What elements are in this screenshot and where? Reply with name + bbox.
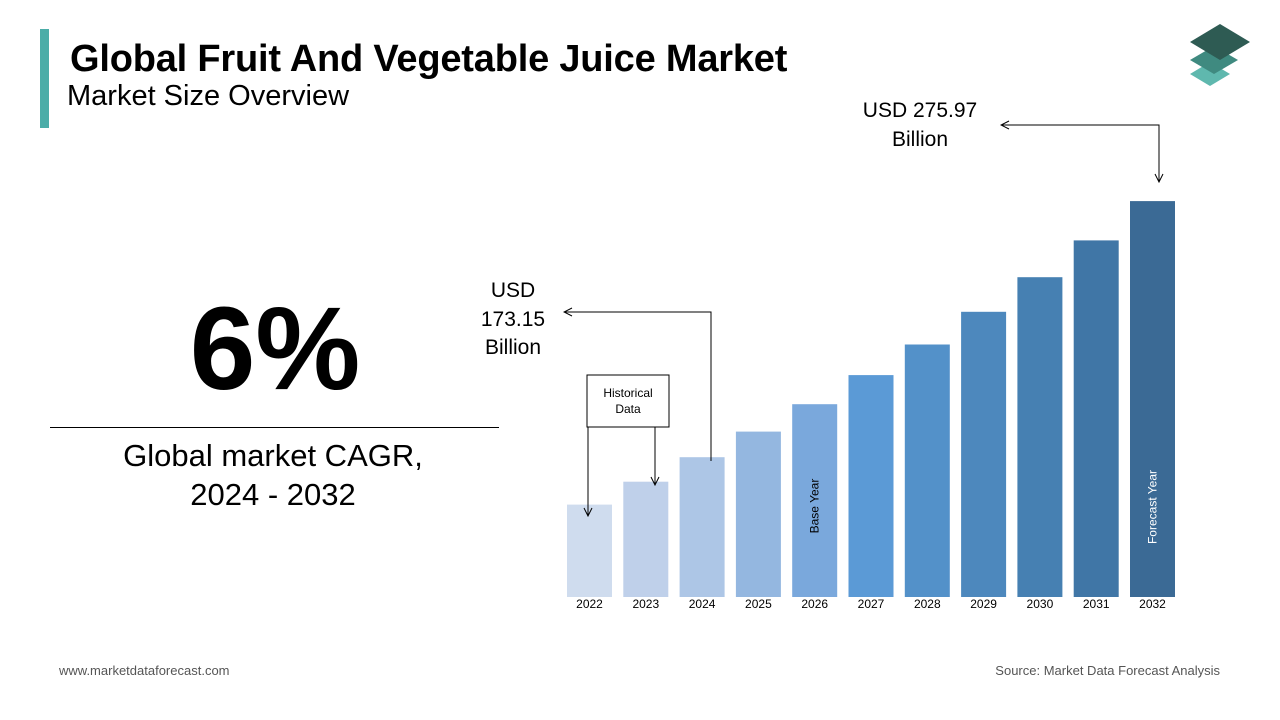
bar-2032 bbox=[1130, 201, 1175, 597]
x-tick-2023: 2023 bbox=[632, 597, 659, 611]
footer-source: Source: Market Data Forecast Analysis bbox=[995, 663, 1220, 678]
x-tick-2024: 2024 bbox=[689, 597, 716, 611]
cagr-value: 6% bbox=[189, 283, 361, 415]
cagr-label: Global market CAGR, 2024 - 2032 bbox=[50, 436, 496, 514]
start-value-arrow bbox=[564, 312, 712, 461]
logo-top-layer bbox=[1190, 24, 1250, 60]
x-tick-2029: 2029 bbox=[970, 597, 997, 611]
x-tick-2025: 2025 bbox=[745, 597, 772, 611]
bar-2031 bbox=[1073, 240, 1119, 597]
x-tick-labels: 2022 2023 2024 2025 2026 2027 2028 2029 2030 2031… bbox=[576, 597, 1166, 611]
forecast-year-label: Forecast Year bbox=[1146, 470, 1160, 544]
x-tick-2031: 2031 bbox=[1083, 597, 1110, 611]
x-tick-2022: 2022 bbox=[576, 597, 603, 611]
start-value-line-3: Billion bbox=[485, 336, 541, 359]
end-value-line-2: Billion bbox=[892, 128, 948, 151]
historical-box-line-1: Historical bbox=[603, 386, 652, 400]
bar-2023 bbox=[623, 481, 669, 597]
x-tick-2028: 2028 bbox=[914, 597, 941, 611]
cagr-divider bbox=[50, 427, 499, 428]
annotations: USD 173.15 Billion USD 275.97 Billion Hi… bbox=[481, 99, 1160, 544]
layers-logo-icon bbox=[1190, 24, 1250, 86]
bar-2029 bbox=[961, 311, 1007, 597]
bar-2024 bbox=[679, 457, 725, 597]
base-year-label: Base Year bbox=[808, 479, 822, 534]
footer-website: www.marketdataforecast.com bbox=[59, 663, 230, 678]
historical-data-box bbox=[586, 374, 670, 428]
end-value-leader bbox=[1001, 125, 1160, 182]
x-tick-2032: 2032 bbox=[1139, 597, 1166, 611]
x-tick-2027: 2027 bbox=[858, 597, 885, 611]
bar-2025 bbox=[735, 431, 781, 597]
bar-2028 bbox=[904, 344, 950, 597]
start-value-line-2: 173.15 bbox=[481, 308, 545, 331]
bar-2026 bbox=[792, 404, 838, 597]
historical-box-line-2: Data bbox=[615, 402, 641, 416]
bar-2027 bbox=[848, 375, 894, 597]
end-value-line-1: USD 275.97 bbox=[863, 99, 977, 122]
x-tick-2030: 2030 bbox=[1027, 597, 1054, 611]
x-tick-2026: 2026 bbox=[801, 597, 828, 611]
cagr-label-line-2: 2024 - 2032 bbox=[190, 477, 356, 512]
bar-2022 bbox=[567, 504, 612, 597]
bars-layer bbox=[567, 201, 1175, 597]
bar-2030 bbox=[1017, 277, 1063, 597]
start-value-line-1: USD bbox=[491, 279, 535, 302]
cagr-label-line-1: Global market CAGR, bbox=[123, 438, 423, 473]
page-subtitle: Market Size Overview bbox=[67, 80, 350, 112]
page-title: Global Fruit And Vegetable Juice Market bbox=[70, 38, 788, 80]
title-accent-bar bbox=[40, 29, 49, 128]
